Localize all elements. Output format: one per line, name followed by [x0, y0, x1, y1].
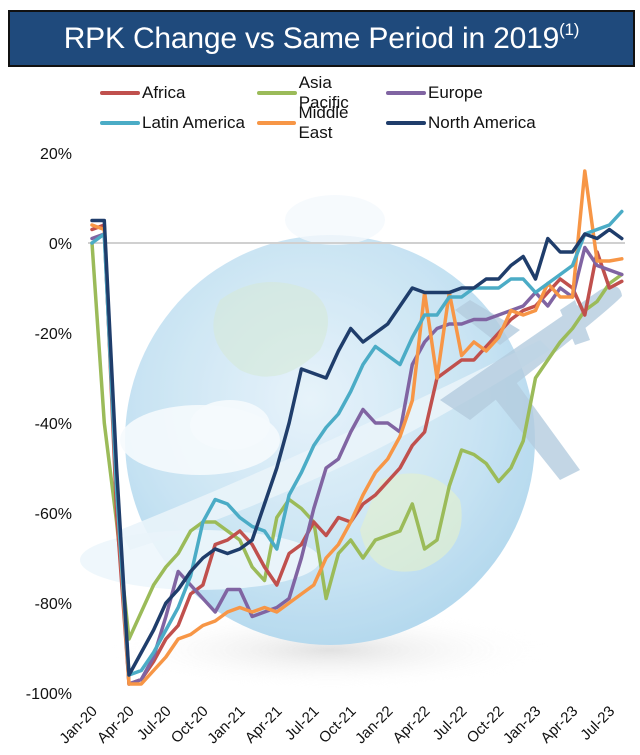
y-tick-label: 0% [49, 236, 72, 253]
x-tick-label: Oct-21 [316, 703, 360, 747]
series-line-africa [90, 223, 624, 686]
legend-row-2: Latin America Middle East North America [100, 103, 600, 142]
x-axis: Jan-20Apr-20Jul-20Oct-20Jan-21Apr-21Jul-… [56, 703, 618, 747]
series-line-middle-east [90, 169, 624, 686]
y-tick-label: -100% [26, 686, 72, 703]
x-tick-label: Jan-21 [204, 703, 248, 747]
y-tick-label: -40% [35, 416, 72, 433]
legend-item-north-america: North America [386, 113, 556, 133]
legend-row-1: Africa Asia Pacific Europe [100, 73, 600, 112]
legend-label: Middle East [298, 103, 349, 142]
y-tick-label: 20% [40, 146, 72, 163]
legend-swatch-asia-pacific [257, 91, 297, 95]
series-line-asia-pacific [90, 241, 624, 641]
x-tick-label: Jan-23 [500, 703, 544, 747]
legend-swatch-middle-east [257, 121, 297, 125]
series-line-latin-america [90, 209, 624, 677]
legend-swatch-latin-america [100, 121, 140, 125]
legend-item-europe: Europe [386, 83, 556, 103]
x-tick-label: Jan-22 [352, 703, 396, 747]
legend-label: North America [428, 113, 536, 132]
legend-swatch-north-america [386, 121, 426, 125]
legend-item-asia-pacific: Asia Pacific [257, 73, 386, 113]
x-tick-label: Apr-22 [390, 703, 434, 747]
x-tick-label: Jul-21 [282, 703, 323, 744]
legend-swatch-africa [100, 91, 140, 95]
legend-label: Latin America [142, 113, 245, 132]
series-line-europe [90, 232, 624, 686]
x-tick-label: Jul-23 [577, 703, 618, 744]
chart-title-banner: RPK Change vs Same Period in 2019(1) [8, 10, 635, 67]
legend-item-latin-america: Latin America [100, 113, 257, 133]
legend-label: Asia Pacific [298, 73, 349, 112]
y-tick-label: -20% [35, 326, 72, 343]
y-axis: 20% 0% -20% -40% -60% -80% -100% [26, 146, 72, 703]
x-tick-label: Apr-21 [242, 703, 286, 747]
footnote-marker: (1) [559, 19, 580, 39]
legend-label: Europe [428, 83, 483, 102]
y-tick-label: -60% [35, 506, 72, 523]
x-tick-label: Apr-20 [94, 703, 138, 747]
x-tick-label: Apr-23 [537, 703, 581, 747]
chart-legend: Africa Asia Pacific Europe Latin America… [100, 73, 600, 142]
legend-item-middle-east: Middle East [257, 103, 386, 143]
legend-item-africa: Africa [100, 83, 257, 103]
x-tick-label: Oct-22 [464, 703, 508, 747]
x-tick-label: Jan-20 [56, 703, 100, 747]
x-tick-label: Jul-20 [134, 703, 175, 744]
series-line-north-america [90, 218, 624, 677]
chart-title: RPK Change vs Same Period in 2019(1) [63, 19, 580, 56]
x-tick-label: Jul-22 [430, 703, 471, 744]
series-lines [90, 169, 624, 686]
legend-label: Africa [142, 83, 186, 102]
legend-swatch-europe [386, 91, 426, 95]
chart-title-text: RPK Change vs Same Period in 2019 [63, 21, 560, 55]
y-tick-label: -80% [35, 596, 72, 613]
x-tick-label: Oct-20 [168, 703, 212, 747]
